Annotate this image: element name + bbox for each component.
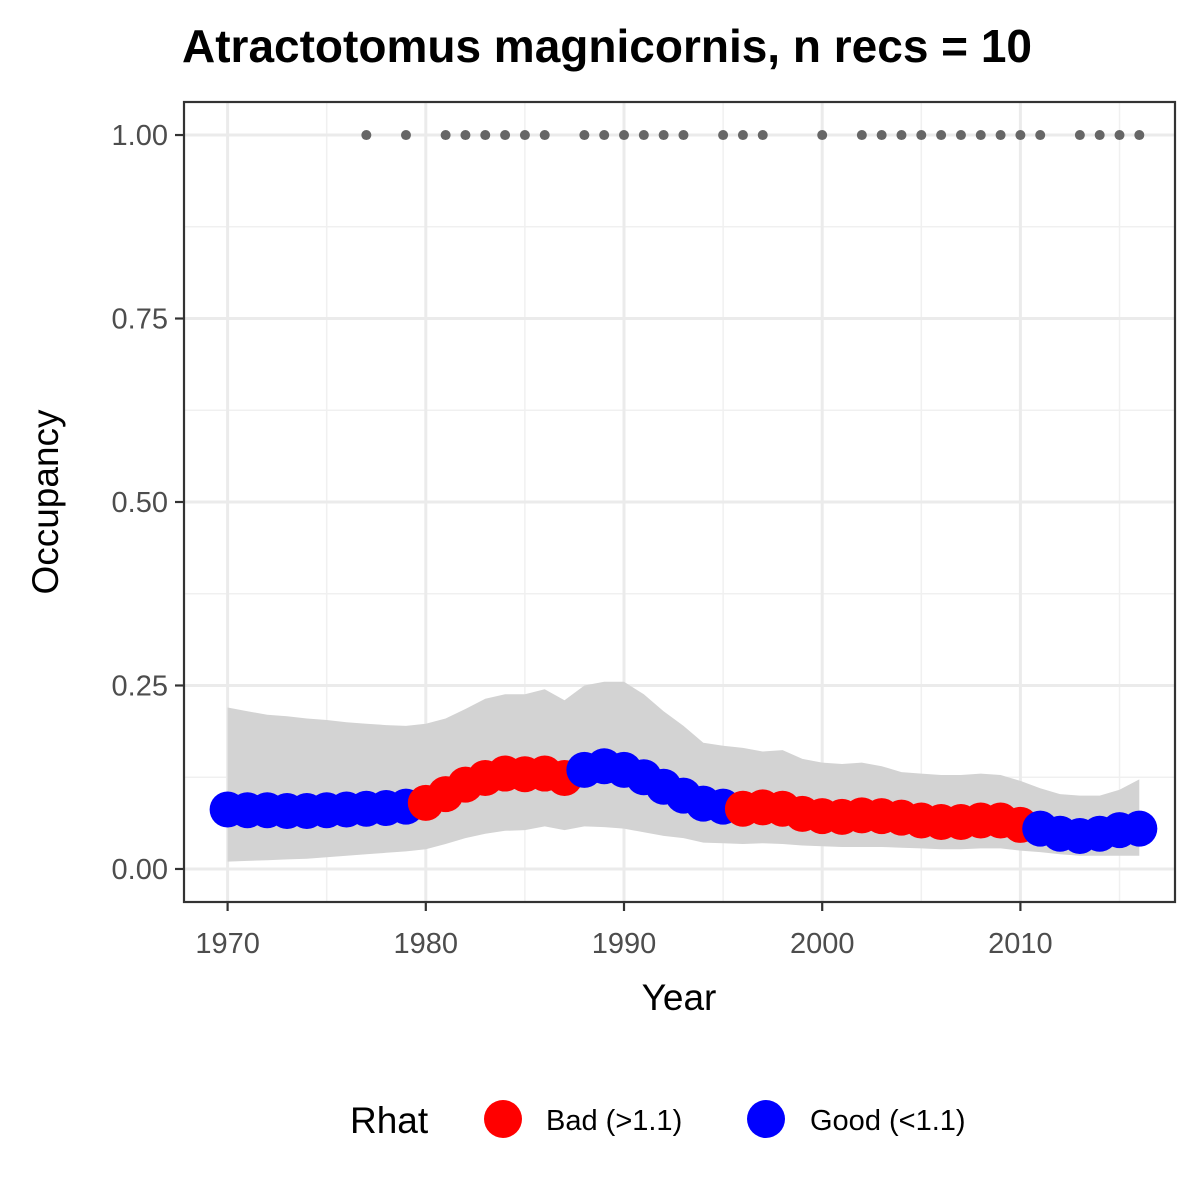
record-point	[579, 130, 590, 141]
chart-title: Atractotomus magnicornis, n recs = 10	[182, 20, 1032, 72]
record-point	[1015, 130, 1026, 141]
legend: Rhat Bad (>1.1) Good (<1.1)	[350, 1100, 966, 1141]
record-point	[361, 130, 372, 141]
record-point	[1074, 130, 1085, 141]
record-point	[876, 130, 887, 141]
legend-key-good	[747, 1100, 785, 1138]
x-tick-label: 1990	[592, 928, 657, 960]
legend-title: Rhat	[350, 1100, 429, 1141]
x-tick-label: 1980	[394, 928, 459, 960]
x-tick-label: 2010	[988, 928, 1053, 960]
record-point	[1035, 130, 1046, 141]
x-axis-title: Year	[642, 977, 717, 1018]
legend-label-bad: Bad (>1.1)	[546, 1105, 682, 1137]
record-point	[737, 130, 748, 141]
record-point	[460, 130, 471, 141]
record-point	[1134, 130, 1145, 141]
record-point	[975, 130, 986, 141]
record-point	[718, 130, 729, 141]
occupancy-points	[209, 748, 1158, 854]
record-point	[678, 130, 689, 141]
record-point	[599, 130, 610, 141]
legend-key-bad	[484, 1100, 522, 1138]
occupancy-point-good	[1121, 810, 1158, 847]
y-tick-label: 0.25	[112, 670, 168, 702]
y-tick-label: 0.50	[112, 487, 168, 519]
record-point	[519, 130, 530, 141]
record-point	[817, 130, 828, 141]
record-point	[539, 130, 550, 141]
record-point	[480, 130, 491, 141]
y-tick-label: 1.00	[112, 120, 168, 152]
record-point	[638, 130, 649, 141]
y-axis: 0.00 0.25 0.50 0.75 1.00	[112, 120, 184, 886]
record-point	[896, 130, 907, 141]
y-axis-title: Occupancy	[25, 409, 66, 595]
record-point	[856, 130, 867, 141]
record-point	[995, 130, 1006, 141]
record-point	[936, 130, 947, 141]
x-tick-label: 2000	[790, 928, 855, 960]
legend-label-good: Good (<1.1)	[810, 1105, 966, 1137]
record-point	[1114, 130, 1125, 141]
record-point	[400, 130, 411, 141]
y-tick-label: 0.00	[112, 854, 168, 886]
record-points	[361, 130, 1145, 141]
record-point	[757, 130, 768, 141]
record-point	[1094, 130, 1105, 141]
record-point	[619, 130, 630, 141]
x-axis: 1970 1980 1990 2000 2010	[195, 902, 1053, 960]
record-point	[500, 130, 511, 141]
y-tick-label: 0.75	[112, 304, 168, 336]
x-tick-label: 1970	[195, 928, 260, 960]
record-point	[440, 130, 451, 141]
record-point	[916, 130, 927, 141]
record-point	[955, 130, 966, 141]
record-point	[658, 130, 669, 141]
